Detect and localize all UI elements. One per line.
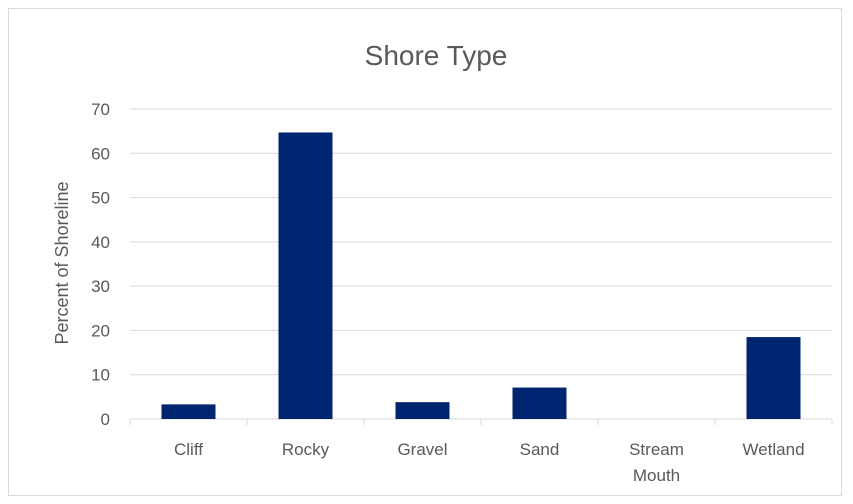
y-tick-label: 60 (91, 144, 110, 163)
x-tick-label: Stream Mouth (629, 440, 684, 485)
x-tick-label: Gravel (397, 440, 447, 459)
bar (746, 337, 801, 419)
bar (395, 402, 450, 419)
x-tick-label: Sand (520, 440, 560, 459)
y-tick-labels: 0 10 20 30 40 50 60 70 (91, 100, 110, 429)
bars (161, 132, 801, 419)
bar (512, 387, 567, 419)
x-tick-label: Rocky (282, 440, 330, 459)
chart-title: Shore Type (365, 40, 508, 71)
y-tick-label: 50 (91, 189, 110, 208)
x-tick-labels: Cliff Rocky Gravel Sand Stream Mouth Wetland (174, 440, 805, 485)
y-tick-label: 10 (91, 366, 110, 385)
y-tick-label: 0 (101, 410, 110, 429)
x-tick-label: Cliff (174, 440, 203, 459)
y-tick-label: 30 (91, 277, 110, 296)
gridlines (129, 108, 833, 425)
y-axis-label: Percent of Shoreline (52, 181, 72, 344)
y-tick-label: 20 (91, 321, 110, 340)
x-tick-label: Wetland (742, 440, 804, 459)
y-tick-label: 40 (91, 233, 110, 252)
bar (278, 132, 333, 419)
y-tick-label: 70 (91, 100, 110, 119)
bar (161, 404, 216, 419)
